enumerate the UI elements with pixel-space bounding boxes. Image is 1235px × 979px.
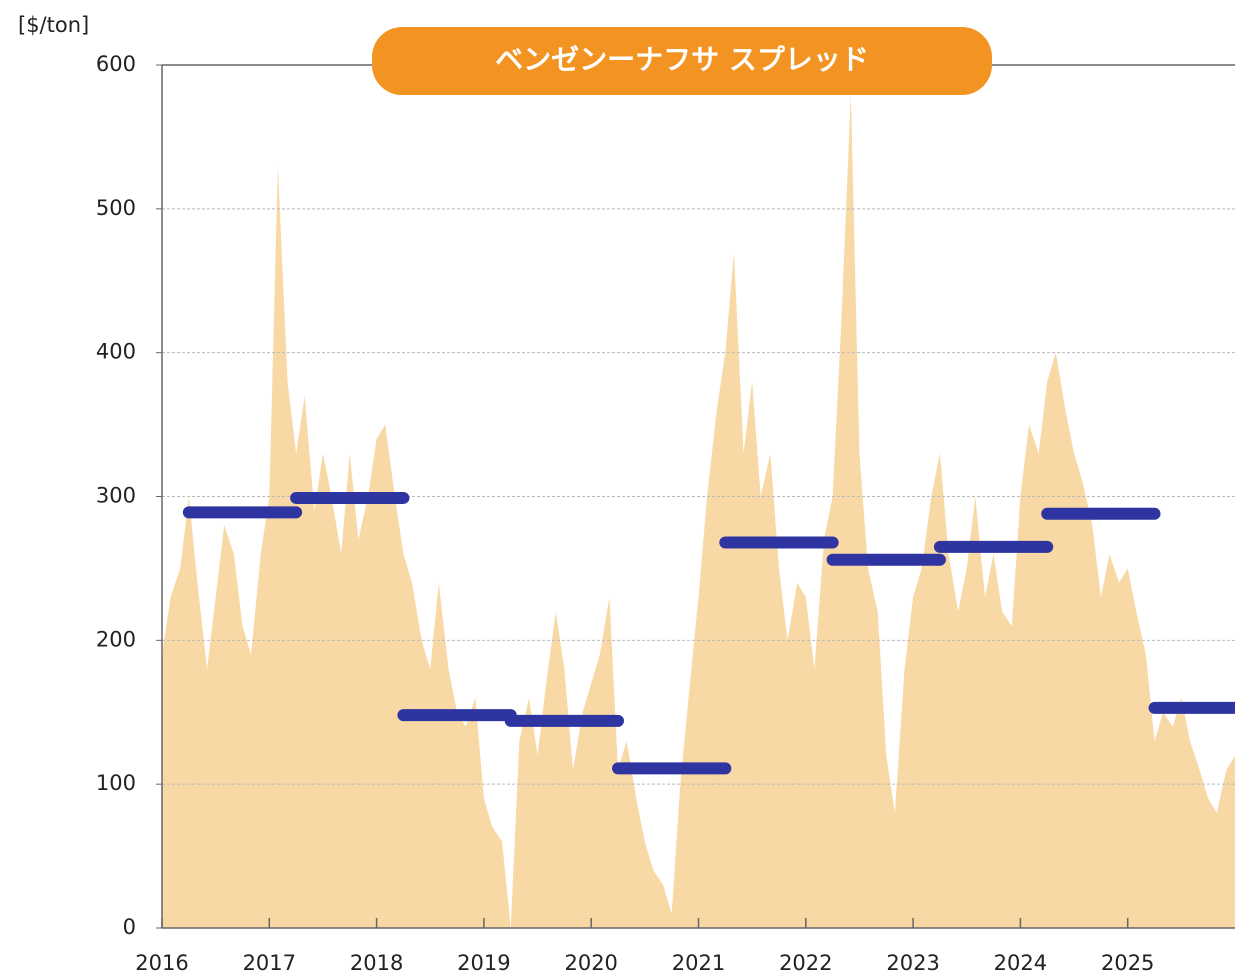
y-tick-label: 400 bbox=[96, 340, 136, 364]
x-tick-label: 2021 bbox=[672, 951, 725, 975]
chart-title: ベンゼンーナフサ スプレッド bbox=[495, 43, 869, 76]
x-tick-label: 2019 bbox=[457, 951, 510, 975]
x-tick-label: 2023 bbox=[886, 951, 939, 975]
x-tick-label: 2020 bbox=[564, 951, 617, 975]
y-tick-label: 200 bbox=[96, 627, 136, 651]
y-axis-label: [$/ton] bbox=[18, 13, 89, 37]
x-tick-label: 2022 bbox=[779, 951, 832, 975]
y-tick-label: 300 bbox=[96, 484, 136, 508]
segments bbox=[182, 491, 1235, 775]
x-tick-label: 2025 bbox=[1101, 951, 1154, 975]
x-tick-label: 2017 bbox=[243, 951, 296, 975]
x-tick-label: 2016 bbox=[135, 951, 188, 975]
y-tick-label: 0 bbox=[123, 915, 136, 939]
title-badge bbox=[372, 27, 992, 95]
y-tick-label: 600 bbox=[96, 52, 136, 76]
x-tick-label: 2024 bbox=[994, 951, 1047, 975]
x-tick-label: 2018 bbox=[350, 951, 403, 975]
y-tick-label: 100 bbox=[96, 771, 136, 795]
y-tick-label: 500 bbox=[96, 196, 136, 220]
